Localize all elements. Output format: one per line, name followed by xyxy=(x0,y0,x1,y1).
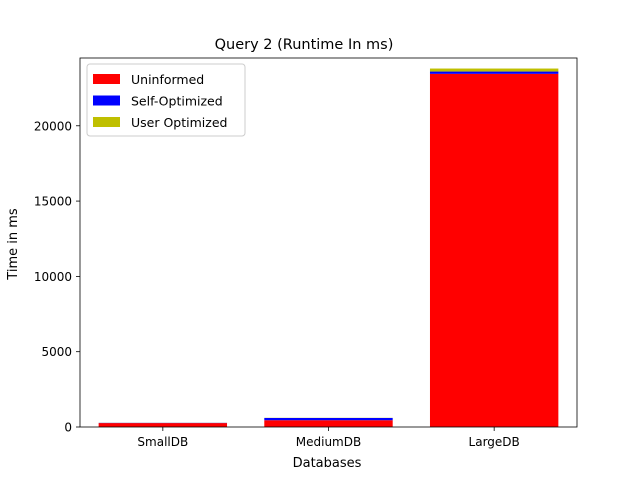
legend-label: Uninformed xyxy=(131,72,204,87)
bar-mediumdb-uninformed xyxy=(264,420,392,427)
y-tick-label: 15000 xyxy=(34,195,72,209)
legend: Uninformed Self-Optimized User Optimized xyxy=(87,64,245,136)
bar-smalldb-uninformed xyxy=(99,423,227,427)
legend-swatch xyxy=(93,96,120,106)
chart-title: Query 2 (Runtime In ms) xyxy=(215,37,394,53)
x-tick-label: MediumDB xyxy=(296,435,361,449)
bar-mediumdb-self-optimized xyxy=(264,418,392,420)
y-tick-label: 20000 xyxy=(34,119,72,133)
legend-label: User Optimized xyxy=(131,115,227,130)
y-axis-label: Time in ms xyxy=(6,208,21,281)
x-axis-label: Databases xyxy=(293,456,362,471)
x-tick-label: LargeDB xyxy=(469,435,520,449)
legend-swatch xyxy=(93,74,120,84)
legend-swatch xyxy=(93,117,120,127)
legend-label: Self-Optimized xyxy=(131,94,223,109)
y-tick-label: 0 xyxy=(64,421,72,435)
y-tick-label: 5000 xyxy=(41,345,72,359)
bar-largedb-uninformed xyxy=(430,74,558,427)
bar-largedb-self-optimized xyxy=(430,72,558,74)
x-tick-label: SmallDB xyxy=(137,435,188,449)
y-tick-label: 10000 xyxy=(34,270,72,284)
bar-largedb-user-optimized xyxy=(430,69,558,72)
